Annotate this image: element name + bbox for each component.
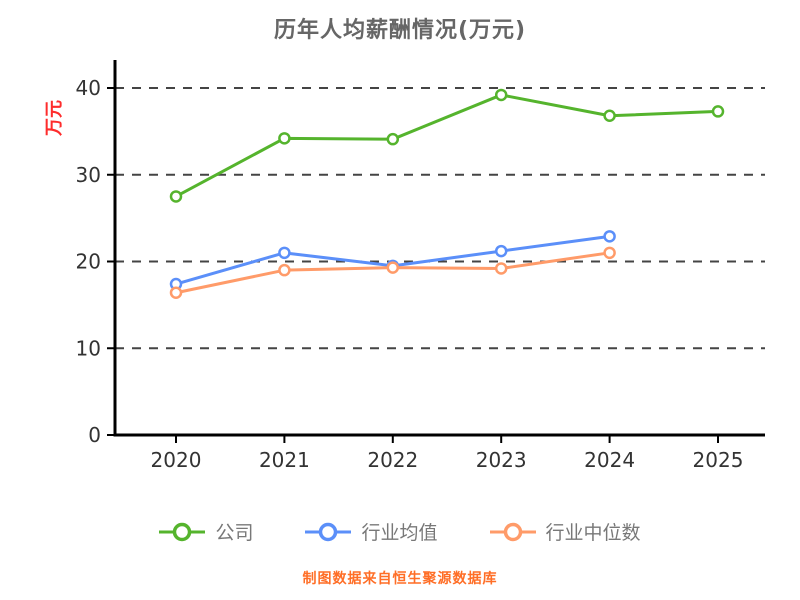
series-2-marker-2 xyxy=(386,261,400,274)
series-0-marker-4 xyxy=(603,109,616,123)
x-tick-label-2022: 2022 xyxy=(367,448,418,472)
legend-marker-icon xyxy=(489,522,536,541)
chart-legend: 公司 行业均值 行业中位数 xyxy=(0,518,800,545)
legend-item-0[interactable]: 公司 xyxy=(159,518,253,545)
series-0-marker-5 xyxy=(711,105,725,118)
series-2-marker-0 xyxy=(169,286,183,299)
legend-item-1[interactable]: 行业均值 xyxy=(305,518,438,545)
legend-marker-icon xyxy=(305,522,352,541)
y-tick-label-30: 30 xyxy=(76,163,101,187)
data-source-note: 制图数据来自恒生聚源数据库 xyxy=(302,571,498,587)
y-tick-label-0: 0 xyxy=(88,423,101,447)
series-0-marker-2 xyxy=(386,132,400,146)
series-0-marker-0 xyxy=(169,190,183,203)
series-1-marker-4 xyxy=(603,230,616,243)
x-tick-label-2023: 2023 xyxy=(476,448,527,472)
y-tick-label-40: 40 xyxy=(76,76,101,100)
series-1-marker-3 xyxy=(494,244,508,258)
series-0-marker-3 xyxy=(494,88,508,102)
series-1-marker-1 xyxy=(278,246,291,260)
series-0-marker-1 xyxy=(278,132,291,145)
x-tick-label-2025: 2025 xyxy=(693,448,744,472)
y-tick-label-10: 10 xyxy=(76,336,101,360)
legend-label: 行业中位数 xyxy=(545,522,641,544)
series-2-marker-4 xyxy=(603,246,616,260)
legend-label: 行业均值 xyxy=(361,522,438,544)
legend-item-2[interactable]: 行业中位数 xyxy=(489,518,641,545)
line-chart-plot: 万元 0 10 20 30 40 2020 2021 2022 2023 2024 2025 xyxy=(44,60,765,472)
x-tick-label-2024: 2024 xyxy=(584,448,635,472)
x-tick-label-2020: 2020 xyxy=(151,448,202,472)
legend-marker-icon xyxy=(159,522,206,541)
chart-title: 历年人均薪酬情况(万元) xyxy=(273,18,527,43)
x-tick-label-2021: 2021 xyxy=(259,448,310,472)
series-2-marker-1 xyxy=(278,263,291,277)
y-tick-label-20: 20 xyxy=(76,250,101,274)
series-line-0 xyxy=(174,93,720,198)
series-2-marker-3 xyxy=(494,262,508,275)
legend-label: 公司 xyxy=(215,522,254,544)
y-axis-label: 万元 xyxy=(44,100,65,137)
